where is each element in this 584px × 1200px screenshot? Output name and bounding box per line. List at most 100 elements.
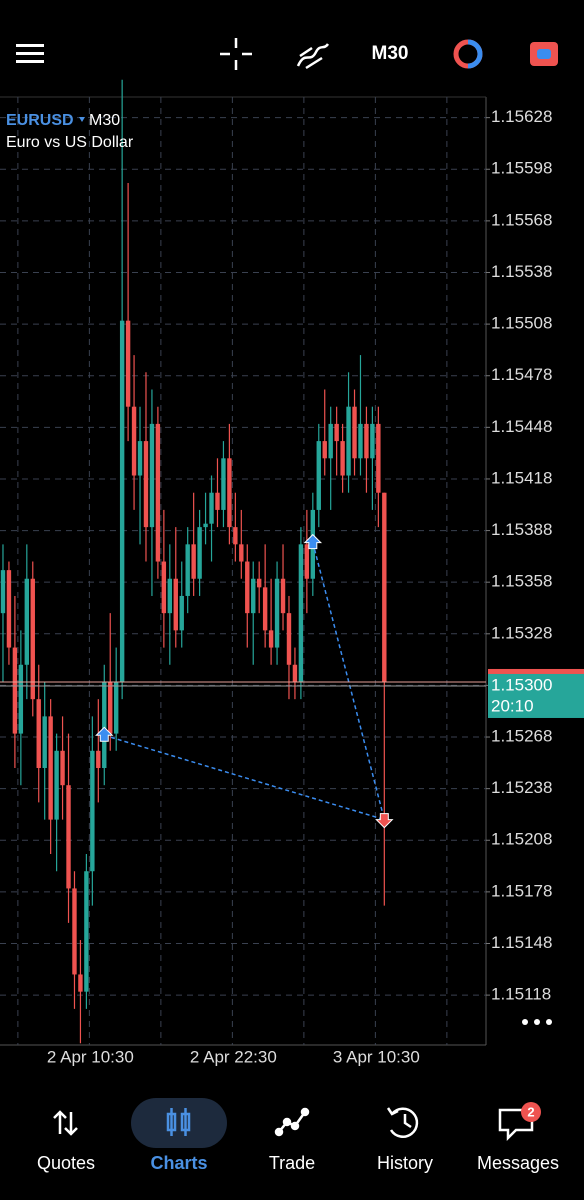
candle-body <box>66 785 71 889</box>
candle-body <box>251 578 256 614</box>
candle-body <box>286 613 292 665</box>
candle-body <box>6 570 12 648</box>
candle-body <box>239 544 244 562</box>
candle-body <box>316 441 321 510</box>
more-button[interactable] <box>522 1019 552 1025</box>
countdown: 20:10 <box>491 696 534 715</box>
candle-body <box>102 681 107 768</box>
candle-body <box>340 441 345 476</box>
indicators-button[interactable] <box>296 43 330 70</box>
candle-body <box>274 578 280 648</box>
charts-icon <box>166 1108 191 1136</box>
candle-body <box>143 441 149 528</box>
candle-body <box>185 544 190 596</box>
symbol-description: Euro vs US Dollar <box>6 134 134 151</box>
current-price-label: 1.15300 <box>491 675 552 694</box>
timeframe-button[interactable]: M30 <box>372 43 409 64</box>
y-tick-label: 1.15628 <box>491 107 552 126</box>
y-tick-label: 1.15388 <box>491 520 552 539</box>
menu-button[interactable] <box>16 44 44 63</box>
current-price-box <box>488 673 584 718</box>
candle-body <box>376 423 381 493</box>
candle-body <box>203 523 208 528</box>
candle-body <box>36 699 41 768</box>
candle-body <box>245 561 250 614</box>
candle-body <box>382 492 387 682</box>
active-tab-pill <box>131 1098 227 1148</box>
badge <box>521 1102 541 1122</box>
candle-body <box>90 750 95 872</box>
candle-body <box>197 527 202 579</box>
candle-body <box>280 578 286 614</box>
x-tick-label: 2 Apr 22:30 <box>190 1047 277 1066</box>
candle-body <box>358 423 363 459</box>
quotes-icon <box>53 1110 78 1136</box>
candle-body <box>42 716 47 768</box>
y-tick-label: 1.15118 <box>491 985 551 1004</box>
symbol-dropdown-arrow[interactable] <box>79 117 85 122</box>
candle-body <box>370 423 375 459</box>
candle-body <box>173 578 178 631</box>
candle-body <box>131 406 137 476</box>
history-icon <box>386 1107 419 1138</box>
trade-button[interactable] <box>530 42 558 66</box>
trade-marker <box>303 533 323 550</box>
candle-body <box>48 716 53 820</box>
candle-body <box>72 888 77 975</box>
one-click-trading-button[interactable] <box>453 39 483 69</box>
candle-body <box>352 406 357 459</box>
candle-body <box>233 527 238 545</box>
y-tick-label: 1.15508 <box>491 314 552 333</box>
nav-tab-label[interactable]: Charts <box>150 1153 207 1173</box>
candle-body <box>304 544 310 579</box>
crosshair-button[interactable] <box>220 38 252 70</box>
candle-body <box>155 423 161 562</box>
candle-body <box>268 630 274 648</box>
y-tick-label: 1.15418 <box>491 468 552 487</box>
candle-body <box>78 974 83 992</box>
candle-body <box>113 681 119 734</box>
badge-count: 2 <box>527 1104 534 1119</box>
y-tick-label: 1.15208 <box>491 830 552 849</box>
candle-body <box>161 561 167 614</box>
candle-body <box>84 871 89 992</box>
candle-body <box>262 587 268 631</box>
symbol[interactable]: EURUSD <box>6 112 74 129</box>
candle-body <box>125 320 131 407</box>
y-tick-label: 1.15268 <box>491 727 552 746</box>
candle-body <box>221 458 226 510</box>
candle-body <box>215 492 220 510</box>
y-tick-label: 1.15328 <box>491 623 552 642</box>
overlay <box>0 533 486 829</box>
y-tick-label: 1.15448 <box>491 417 552 436</box>
candle-body <box>191 544 196 579</box>
trade-marker <box>95 726 114 742</box>
trade-icon <box>274 1107 310 1137</box>
y-tick-label: 1.15568 <box>491 210 552 229</box>
candle-body <box>30 578 35 700</box>
candle-body <box>119 320 125 682</box>
candle-body <box>60 750 65 786</box>
candle-body <box>18 664 24 734</box>
candle-body <box>346 406 351 476</box>
chart-timeframe: M30 <box>89 112 120 129</box>
candle-body <box>54 750 59 820</box>
nav-tab-label[interactable]: Messages <box>477 1153 559 1173</box>
candle-body <box>322 441 327 459</box>
candles <box>0 79 387 1044</box>
nav-tab-label[interactable]: Quotes <box>37 1153 95 1173</box>
y-tick-label: 1.15148 <box>491 933 552 952</box>
x-tick-label: 2 Apr 10:30 <box>47 1047 134 1066</box>
candle-body <box>96 750 101 768</box>
trade-marker <box>375 813 394 829</box>
bottom-nav: Quotes Charts Trade History Messages <box>37 1153 559 1173</box>
nav-tab-label[interactable]: History <box>377 1153 433 1173</box>
candle-body <box>108 681 113 734</box>
candle-body <box>292 664 298 682</box>
candle-body <box>227 458 232 528</box>
x-tick-label: 3 Apr 10:30 <box>333 1047 420 1066</box>
y-tick-label: 1.15358 <box>491 572 552 591</box>
nav-tab-label[interactable]: Trade <box>269 1153 315 1173</box>
candle-body <box>334 423 339 442</box>
